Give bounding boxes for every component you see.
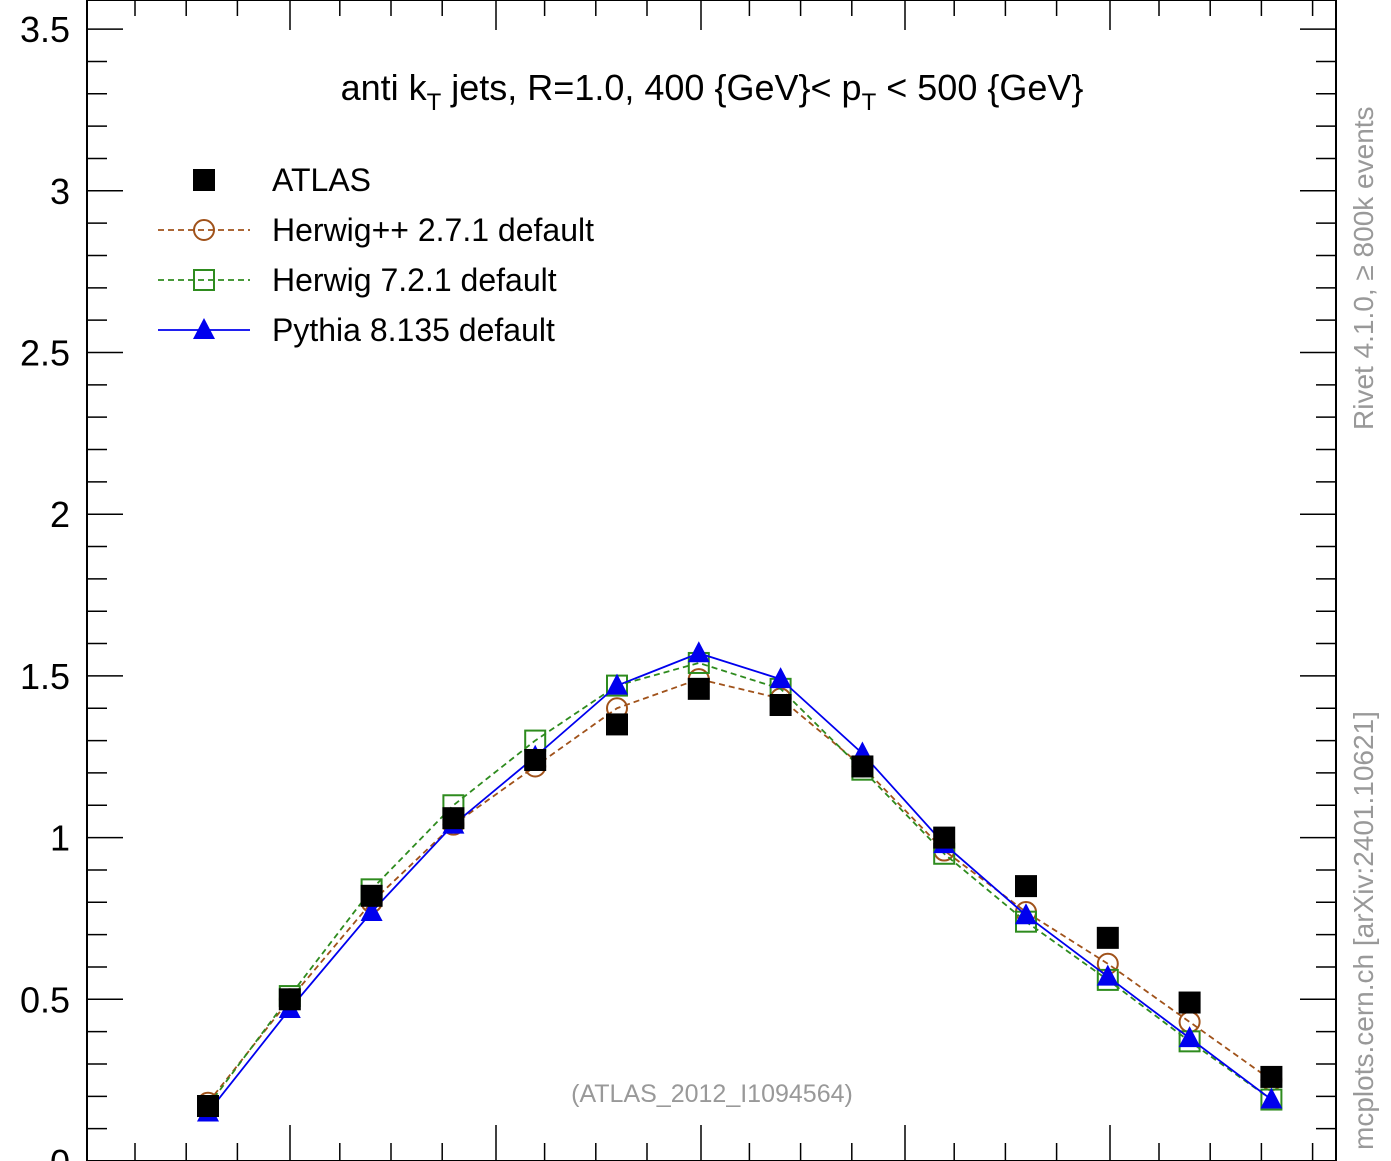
side-label-mcplots: mcplots.cern.ch [arXiv:2401.10621] [1348,711,1379,1150]
legend-label: Pythia 8.135 default [272,312,555,348]
data-point [1260,1065,1283,1088]
data-point [193,219,215,241]
chart-title: anti kT jets, R=1.0, 400 {GeV}< pT < 500… [341,67,1084,116]
y-tick-label-zero: 0 [50,1142,70,1161]
plot-annotation: (ATLAS_2012_I1094564) [571,1080,853,1108]
series-layer [197,641,1283,1122]
y-tick-label: 3 [50,171,70,212]
title-prefix: anti k [341,67,428,108]
series-herwig-7-2-1-default [197,651,1283,1118]
y-tick-labels: 0.5 1 1.5 2 2.5 3 3.5 0 [20,9,70,1161]
data-point [1096,926,1119,949]
y-tick-label: 0.5 [20,979,70,1020]
series-atlas [197,677,1283,1118]
data-point [442,807,465,830]
title-middle: jets, R=1.0, 400 {GeV}< p [441,67,861,108]
data-point [687,641,710,663]
data-point [193,169,215,191]
legend-item: Herwig 7.2.1 default [158,262,557,298]
data-point [193,318,215,339]
data-point [1260,1087,1283,1109]
data-point [933,826,956,849]
series-line [207,678,1272,1104]
data-point [524,748,547,771]
data-point [769,667,792,689]
y-tick-label: 2 [50,494,70,535]
y-tick-label: 3.5 [20,9,70,50]
data-point [1015,903,1037,925]
legend-label: ATLAS [272,162,371,198]
y-tick-label: 2.5 [20,333,70,374]
legend-item: Herwig++ 2.7.1 default [158,212,594,248]
series-line [207,662,1272,1107]
title-sub2: T [862,89,877,116]
data-point [360,899,383,921]
y-tick-label: 1 [50,818,70,859]
data-point [1015,875,1037,898]
side-label-rivet: Rivet 4.1.0, ≥ 800k events [1348,106,1379,430]
y-tick-label: 1.5 [20,656,70,697]
data-point [197,1095,219,1118]
data-point [606,673,628,695]
series-pythia-8-135-default [197,641,1283,1122]
legend-item: ATLAS [193,162,371,198]
legend: ATLAS Herwig++ 2.7.1 default Herwig 7.2.1 … [158,162,594,348]
legend-label: Herwig 7.2.1 default [272,262,557,298]
data-point [278,988,301,1011]
title-suffix: < 500 {GeV} [876,67,1083,108]
data-point [687,677,710,700]
legend-item: Pythia 8.135 default [158,312,555,348]
title-sub1: T [427,89,442,116]
data-point [851,755,874,778]
data-point [193,269,215,291]
data-point [606,713,628,736]
data-point [769,694,792,717]
plot-frame [86,0,1337,1161]
legend-label: Herwig++ 2.7.1 default [272,212,594,248]
data-point [1178,991,1201,1014]
data-point [1178,1026,1201,1048]
data-point [1096,964,1119,986]
data-point [360,884,383,907]
series-line [207,652,1272,1114]
axis-ticks [87,0,1336,1161]
series-herwig-2-7-1-default [197,668,1283,1114]
